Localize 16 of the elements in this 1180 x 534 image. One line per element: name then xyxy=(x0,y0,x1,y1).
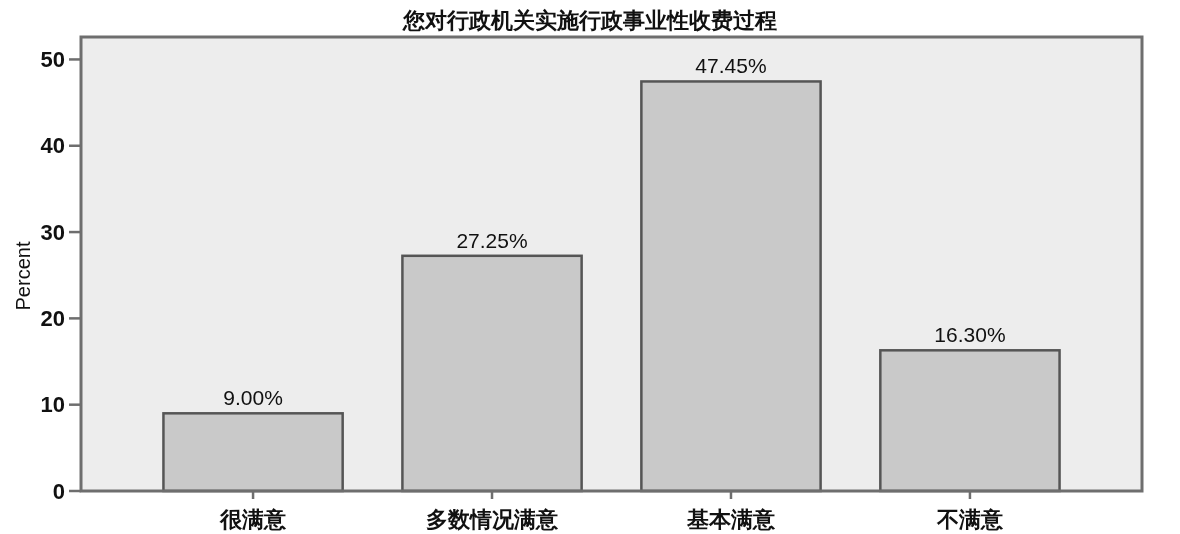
y-axis-title: Percent xyxy=(12,241,34,311)
data-label: 47.45% xyxy=(695,54,767,78)
y-tick-label: 30 xyxy=(40,219,65,245)
y-tick-label: 40 xyxy=(40,133,65,159)
title: 您对行政机关实施行政事业性收费过程 xyxy=(403,8,777,33)
data-label: 9.00% xyxy=(223,386,283,410)
x-tick-label: 基本满意 xyxy=(687,507,775,532)
y-tick-label: 20 xyxy=(40,305,65,331)
data-label: 16.30% xyxy=(934,323,1006,347)
y-tick-label: 0 xyxy=(52,478,65,504)
y-tick-label: 50 xyxy=(40,46,65,72)
x-tick-label: 不满意 xyxy=(936,507,1003,532)
x-tick-label: 很满意 xyxy=(220,507,287,532)
x-tick-label: 多数情况满意 xyxy=(426,507,558,532)
y-tick-label: 10 xyxy=(40,392,65,418)
data-label: 27.25% xyxy=(456,228,528,252)
